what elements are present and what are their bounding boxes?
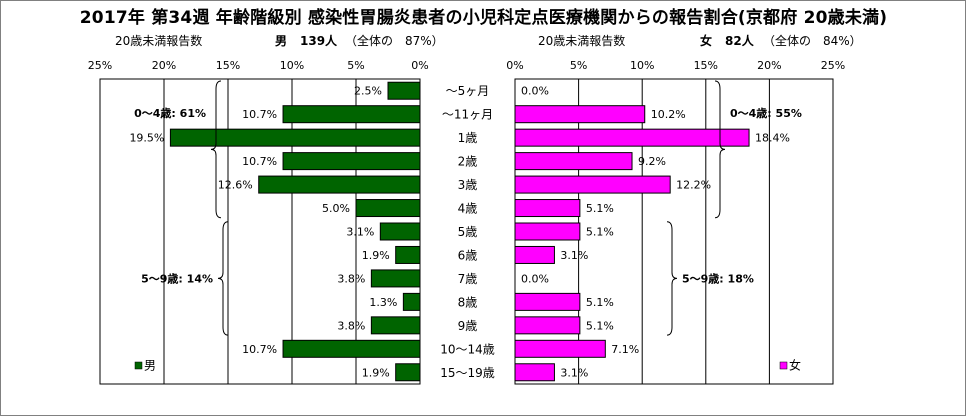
age-category-label: 3歳 (458, 178, 478, 192)
age-category-label: 15〜19歳 (440, 366, 495, 380)
female-share: （全体の 84%） (763, 34, 862, 48)
age-category-label: 7歳 (458, 272, 478, 286)
female-value-label: 10.2% (651, 108, 686, 121)
female-x-tick-label: 20% (757, 59, 781, 72)
age-category-label: 4歳 (458, 202, 478, 216)
age-category-label: 〜11ヶ月 (442, 108, 493, 122)
male-age-bracket (210, 80, 222, 219)
male-x-tick-label: 15% (216, 59, 240, 72)
female-value-label: 3.1% (560, 249, 588, 262)
female-value-label: 5.1% (586, 319, 614, 332)
female-bracket-label: 5〜9歳: 18% (682, 271, 754, 285)
chart-title: 2017年 第34週 年齢階級別 感染性胃腸炎患者の小児科定点医療機関からの報告… (79, 8, 888, 28)
female-bar (514, 245, 555, 264)
female-report-caption: 20歳未満報告数 (538, 34, 626, 48)
female-legend-swatch (779, 361, 788, 370)
male-bar (370, 269, 421, 288)
female-bar (514, 128, 750, 147)
male-count: 139人 (300, 34, 338, 48)
age-category-label: 9歳 (458, 319, 478, 333)
female-value-label: 0.0% (521, 272, 549, 285)
male-value-label: 2.5% (354, 85, 382, 98)
male-x-tick-label: 25% (88, 59, 112, 72)
male-x-tick-label: 0% (411, 59, 428, 72)
male-sex-label: 男 (275, 34, 288, 48)
male-legend-label: 男 (144, 359, 156, 373)
age-category-label: 2歳 (458, 155, 478, 169)
female-value-label: 7.1% (611, 343, 639, 356)
male-value-label: 1.9% (362, 249, 390, 262)
age-category-label: 6歳 (458, 248, 478, 262)
male-value-label: 3.8% (337, 272, 365, 285)
female-bar (514, 199, 581, 218)
female-age-bracket (714, 80, 726, 219)
female-value-label: 5.1% (586, 226, 614, 239)
male-bar (387, 81, 421, 100)
female-bar (514, 222, 581, 241)
female-age-bracket (666, 221, 678, 336)
male-bracket-label: 5〜9歳: 14% (141, 271, 213, 285)
male-value-label: 1.9% (362, 366, 390, 379)
male-bracket-label: 0〜4歳: 61% (134, 106, 206, 120)
male-share: （全体の 87%） (345, 34, 444, 48)
female-bar (514, 292, 581, 311)
female-bar (514, 316, 581, 335)
female-x-tick-label: 25% (821, 59, 845, 72)
female-sex-label: 女 (700, 34, 713, 48)
male-bar (355, 199, 421, 218)
female-bar (514, 175, 671, 194)
male-value-label: 10.7% (242, 108, 277, 121)
female-legend-label: 女 (789, 358, 801, 373)
female-x-tick-label: 5% (570, 59, 587, 72)
female-value-label: 12.2% (676, 179, 711, 192)
female-bar (514, 339, 606, 358)
female-value-label: 5.1% (586, 296, 614, 309)
male-value-label: 19.5% (129, 132, 164, 145)
female-x-tick-label: 0% (506, 59, 523, 72)
male-value-label: 5.0% (322, 202, 350, 215)
age-category-label: 10〜14歳 (440, 342, 495, 356)
female-bar (514, 105, 646, 124)
male-bar (395, 363, 421, 382)
age-category-label: 〜5ヶ月 (446, 84, 490, 98)
male-bar (282, 152, 421, 171)
female-value-label: 3.1% (560, 366, 588, 379)
male-value-label: 3.1% (346, 226, 374, 239)
female-bar (514, 363, 555, 382)
male-bar (282, 105, 421, 124)
male-x-tick-label: 5% (347, 59, 364, 72)
male-value-label: 10.7% (242, 155, 277, 168)
male-value-label: 3.8% (337, 319, 365, 332)
male-bar (169, 128, 421, 147)
male-value-label: 10.7% (242, 343, 277, 356)
female-bar (514, 152, 633, 171)
male-value-label: 12.6% (218, 179, 253, 192)
age-category-label: 1歳 (458, 131, 478, 145)
male-bar (258, 175, 421, 194)
male-legend-swatch (134, 361, 143, 370)
female-value-label: 0.0% (521, 85, 549, 98)
female-value-label: 5.1% (586, 202, 614, 215)
age-category-label: 5歳 (458, 225, 478, 239)
age-category-label: 8歳 (458, 295, 478, 309)
male-x-tick-label: 20% (152, 59, 176, 72)
female-value-label: 18.4% (755, 132, 790, 145)
male-bar (395, 245, 421, 264)
male-bar (402, 292, 421, 311)
male-report-caption: 20歳未満報告数 (115, 34, 203, 48)
female-count: 82人 (725, 34, 754, 48)
female-x-tick-label: 10% (630, 59, 654, 72)
male-bar (282, 339, 421, 358)
female-value-label: 9.2% (638, 155, 666, 168)
male-age-bracket (217, 221, 229, 336)
male-bar (370, 316, 421, 335)
female-x-tick-label: 15% (694, 59, 718, 72)
female-bracket-label: 0〜4歳: 55% (730, 106, 802, 120)
male-value-label: 1.3% (369, 296, 397, 309)
male-bar (379, 222, 421, 241)
male-x-tick-label: 10% (280, 59, 304, 72)
